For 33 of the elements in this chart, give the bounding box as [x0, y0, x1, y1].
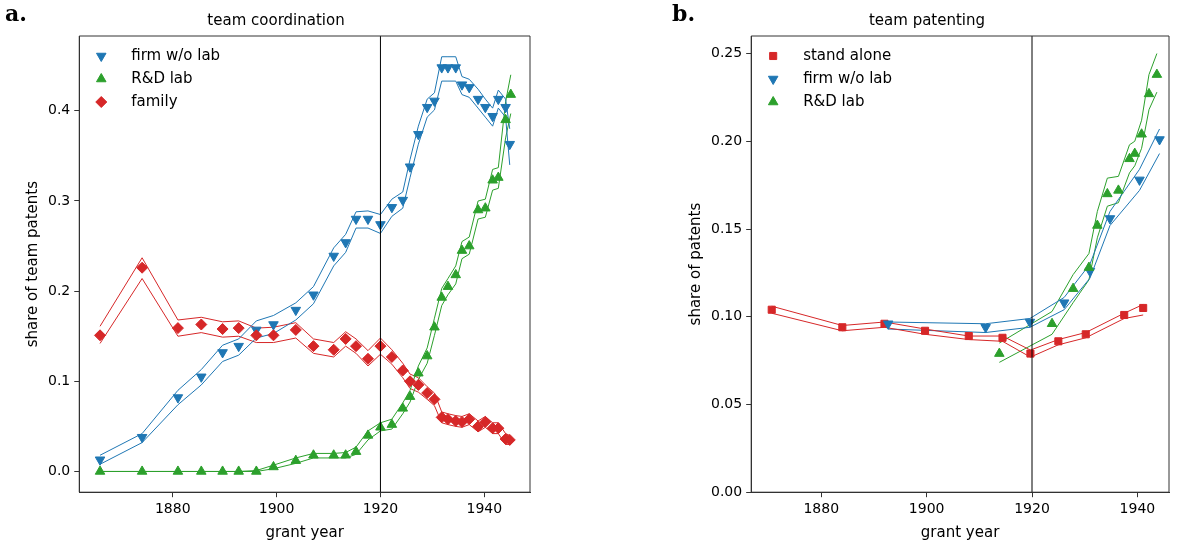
x-tick-label: 1920 — [1014, 500, 1050, 517]
y-tick-label: 0.25 — [711, 44, 743, 61]
y-tick-label: 0.2 — [48, 281, 71, 298]
legend-label: R&D lab — [131, 68, 193, 87]
legend-label: family — [131, 91, 178, 110]
y-tick-label: 0.10 — [711, 307, 743, 324]
chart-title: team coordination — [207, 10, 345, 29]
x-tick-label: 1880 — [803, 500, 840, 517]
x-tick-label: 1940 — [466, 500, 503, 517]
legend-label: stand alone — [803, 45, 892, 64]
y-tick-label: 0.15 — [711, 219, 743, 236]
x-tick-label: 1920 — [362, 500, 399, 517]
y-tick-label: 0.20 — [711, 131, 743, 148]
text: b. — [672, 0, 696, 26]
legend-label: R&D lab — [803, 91, 865, 110]
x-tick-label: 1880 — [154, 500, 191, 517]
x-axis-title: grant year — [920, 522, 1001, 541]
y-tick-label: 0.4 — [48, 101, 71, 118]
x-tick-label: 1900 — [908, 500, 945, 517]
y-tick-label: 0.1 — [48, 371, 71, 388]
y-tick-label: 0.3 — [48, 191, 71, 208]
text: a. — [5, 0, 27, 26]
legend-label: firm w/o lab — [131, 45, 221, 64]
x-tick-label: 1940 — [1119, 500, 1156, 517]
x-axis-title: grant year — [265, 522, 345, 541]
chart-title: team patenting — [868, 10, 986, 29]
y-tick-label: 0.0 — [48, 462, 71, 479]
y-axis-title: share of patents — [685, 202, 704, 326]
y-axis-title: share of team patents — [22, 180, 41, 348]
y-tick-label: 0.05 — [711, 395, 743, 412]
y-tick-label: 0.00 — [711, 482, 743, 499]
x-tick-label: 1900 — [258, 500, 295, 517]
legend-label: firm w/o lab — [803, 68, 893, 87]
